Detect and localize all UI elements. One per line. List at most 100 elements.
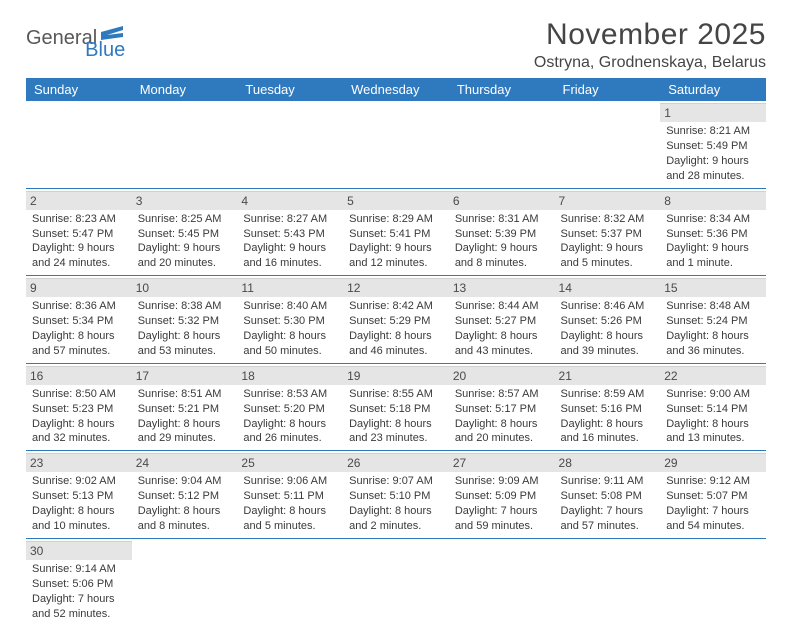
sunrise-line: Sunrise: 9:04 AM [138,474,232,489]
day-number: 5 [343,191,449,210]
sunset-line: Sunset: 5:30 PM [243,314,337,329]
sunset-line: Sunset: 5:10 PM [349,489,443,504]
sunset-line: Sunset: 5:23 PM [32,402,126,417]
calendar-cell: 28Sunrise: 9:11 AMSunset: 5:08 PMDayligh… [555,451,661,539]
calendar-cell: 14Sunrise: 8:46 AMSunset: 5:26 PMDayligh… [555,276,661,364]
daylight-line2: and 8 minutes. [455,256,549,271]
calendar-cell: 20Sunrise: 8:57 AMSunset: 5:17 PMDayligh… [449,363,555,451]
day-number: 22 [660,366,766,385]
daylight-line: Daylight: 7 hours [666,504,760,519]
daylight-line2: and 29 minutes. [138,431,232,446]
calendar-cell: 8Sunrise: 8:34 AMSunset: 5:36 PMDaylight… [660,188,766,276]
sunrise-line: Sunrise: 8:21 AM [666,124,760,139]
daylight-line2: and 59 minutes. [455,519,549,534]
day-header: Monday [132,78,238,101]
calendar-cell [343,101,449,188]
daylight-line2: and 53 minutes. [138,344,232,359]
sunrise-line: Sunrise: 9:09 AM [455,474,549,489]
day-number: 29 [660,453,766,472]
daylight-line: Daylight: 8 hours [243,504,337,519]
sunset-line: Sunset: 5:16 PM [561,402,655,417]
sunrise-line: Sunrise: 8:31 AM [455,212,549,227]
daylight-line2: and 26 minutes. [243,431,337,446]
sunrise-line: Sunrise: 8:59 AM [561,387,655,402]
day-number: 23 [26,453,132,472]
calendar-cell: 29Sunrise: 9:12 AMSunset: 5:07 PMDayligh… [660,451,766,539]
daylight-line: Daylight: 8 hours [666,329,760,344]
day-number: 14 [555,278,661,297]
sunset-line: Sunset: 5:12 PM [138,489,232,504]
daylight-line: Daylight: 8 hours [455,329,549,344]
daylight-line: Daylight: 7 hours [561,504,655,519]
daylight-line: Daylight: 9 hours [32,241,126,256]
calendar-cell [449,538,555,625]
calendar-cell: 9Sunrise: 8:36 AMSunset: 5:34 PMDaylight… [26,276,132,364]
sunset-line: Sunset: 5:21 PM [138,402,232,417]
daylight-line2: and 52 minutes. [32,607,126,622]
day-number: 30 [26,541,132,560]
daylight-line: Daylight: 9 hours [666,241,760,256]
title-block: November 2025 Ostryna, Grodnenskaya, Bel… [534,18,766,72]
calendar-cell: 25Sunrise: 9:06 AMSunset: 5:11 PMDayligh… [237,451,343,539]
daylight-line2: and 46 minutes. [349,344,443,359]
calendar-cell [132,101,238,188]
calendar-cell [660,538,766,625]
daylight-line2: and 20 minutes. [138,256,232,271]
daylight-line2: and 20 minutes. [455,431,549,446]
day-number: 13 [449,278,555,297]
daylight-line2: and 43 minutes. [455,344,549,359]
day-number: 18 [237,366,343,385]
daylight-line: Daylight: 9 hours [455,241,549,256]
sunset-line: Sunset: 5:47 PM [32,227,126,242]
sunset-line: Sunset: 5:37 PM [561,227,655,242]
sunset-line: Sunset: 5:14 PM [666,402,760,417]
sunrise-line: Sunrise: 9:14 AM [32,562,126,577]
sunrise-line: Sunrise: 8:23 AM [32,212,126,227]
sunset-line: Sunset: 5:09 PM [455,489,549,504]
day-number: 19 [343,366,449,385]
calendar-cell: 26Sunrise: 9:07 AMSunset: 5:10 PMDayligh… [343,451,449,539]
day-number: 10 [132,278,238,297]
header: General Blue November 2025 Ostryna, Grod… [26,18,766,72]
daylight-line2: and 24 minutes. [32,256,126,271]
calendar-cell: 4Sunrise: 8:27 AMSunset: 5:43 PMDaylight… [237,188,343,276]
sunset-line: Sunset: 5:07 PM [666,489,760,504]
daylight-line: Daylight: 9 hours [138,241,232,256]
calendar-cell: 1Sunrise: 8:21 AMSunset: 5:49 PMDaylight… [660,101,766,188]
daylight-line: Daylight: 8 hours [666,417,760,432]
logo-text-blue: Blue [85,39,125,62]
calendar-cell: 7Sunrise: 8:32 AMSunset: 5:37 PMDaylight… [555,188,661,276]
sunrise-line: Sunrise: 9:06 AM [243,474,337,489]
calendar-cell [26,101,132,188]
calendar-cell [237,538,343,625]
sunrise-line: Sunrise: 8:29 AM [349,212,443,227]
day-header: Saturday [660,78,766,101]
sunset-line: Sunset: 5:08 PM [561,489,655,504]
daylight-line2: and 5 minutes. [243,519,337,534]
sunrise-line: Sunrise: 8:55 AM [349,387,443,402]
calendar-cell [237,101,343,188]
calendar-row: 16Sunrise: 8:50 AMSunset: 5:23 PMDayligh… [26,363,766,451]
calendar-page: General Blue November 2025 Ostryna, Grod… [0,0,792,643]
sunrise-line: Sunrise: 8:51 AM [138,387,232,402]
logo: General Blue [26,18,143,51]
calendar-cell: 13 Sunrise: 8:44 AMSunset: 5:27 PMDayligh… [449,276,555,364]
calendar-cell: 23Sunrise: 9:02 AMSunset: 5:13 PMDayligh… [26,451,132,539]
day-number: 16 [26,366,132,385]
calendar-cell: 2Sunrise: 8:23 AMSunset: 5:47 PMDaylight… [26,188,132,276]
day-header: Friday [555,78,661,101]
calendar-cell [343,538,449,625]
daylight-line2: and 50 minutes. [243,344,337,359]
sunrise-line: Sunrise: 8:36 AM [32,299,126,314]
sunrise-line: Sunrise: 8:44 AM [455,299,549,314]
day-number: 21 [555,366,661,385]
sunset-line: Sunset: 5:43 PM [243,227,337,242]
day-number: 27 [449,453,555,472]
sunset-line: Sunset: 5:41 PM [349,227,443,242]
sunset-line: Sunset: 5:27 PM [455,314,549,329]
daylight-line2: and 39 minutes. [561,344,655,359]
daylight-line: Daylight: 8 hours [455,417,549,432]
daylight-line2: and 54 minutes. [666,519,760,534]
daylight-line2: and 13 minutes. [666,431,760,446]
day-number: 17 [132,366,238,385]
